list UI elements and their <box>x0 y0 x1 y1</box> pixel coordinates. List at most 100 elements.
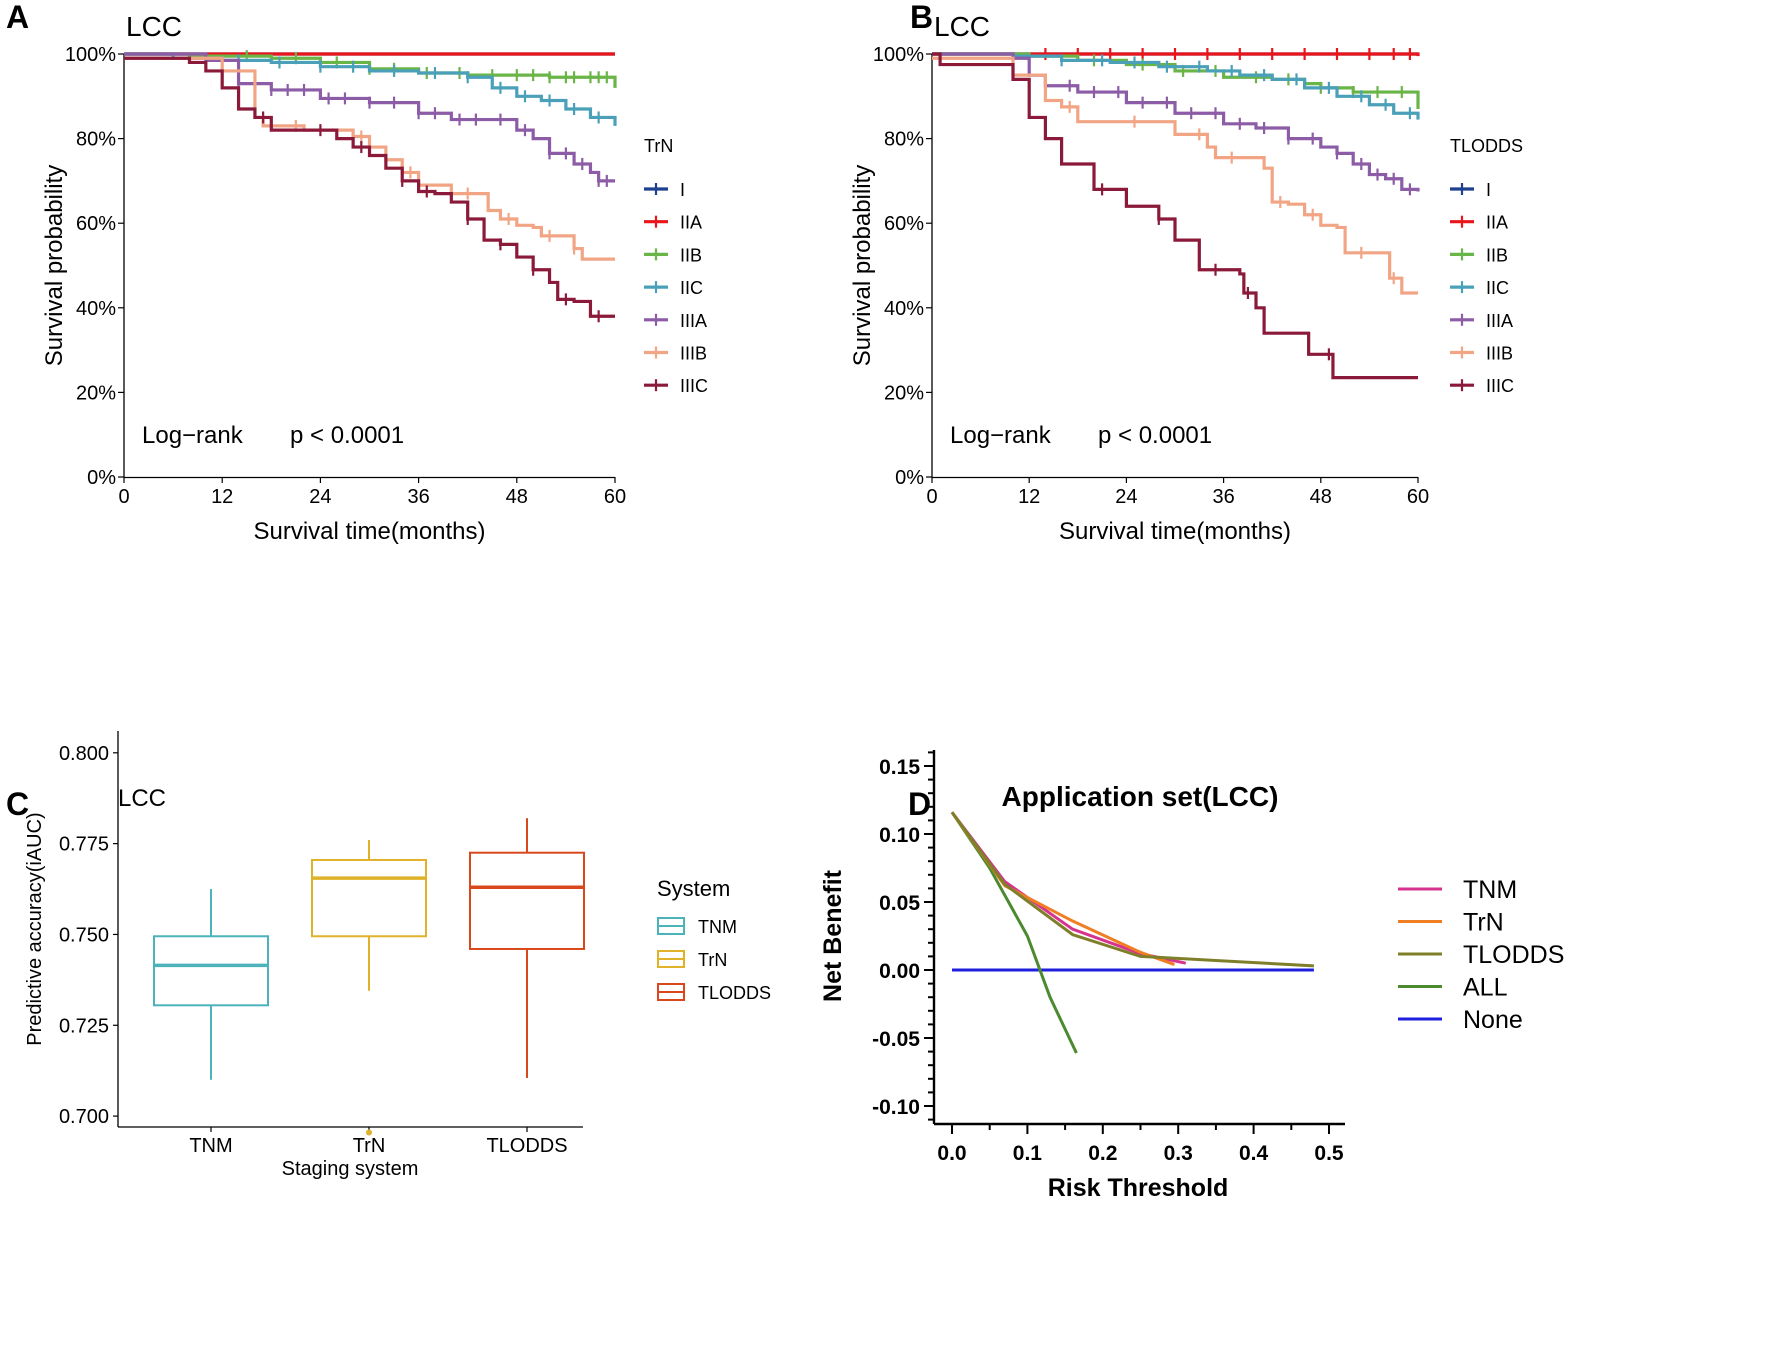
legend-label-ALL: ALL <box>1463 974 1508 1002</box>
legend-label-IIB: IIB <box>1486 245 1508 265</box>
panel-label-c: C <box>6 786 29 822</box>
legend-label-IIC: IIC <box>680 278 703 298</box>
legend-label-IIIC: IIIC <box>680 376 708 396</box>
x-tick-label: 0.2 <box>1088 1142 1117 1165</box>
y-tick-label: 40% <box>884 298 924 320</box>
y-tick-label: 40% <box>76 298 116 320</box>
p-value-label: p < 0.0001 <box>1098 422 1212 449</box>
panel-subtitle: LCC <box>118 785 166 812</box>
x-tick-label-TrN: TrN <box>353 1135 386 1157</box>
x-tick-label-TNM: TNM <box>189 1135 232 1157</box>
y-axis-title: Survival probability <box>849 165 876 366</box>
x-tick-label: 0 <box>926 486 937 508</box>
dca-panel-d: -0.10 -0.05 0.00 0.05 0.10 0.15 0.0 0.1 0.2 0.3 0.… <box>819 750 1564 1202</box>
outlier-TrN <box>366 1129 372 1136</box>
x-tick-label: 12 <box>211 486 233 508</box>
dca-curve-TrN <box>950 811 1175 966</box>
y-tick-label: 60% <box>76 213 116 235</box>
km-panel-b: 0 12 24 36 48 60 0% 20% 40% 60% 80% 100% Survival ti… <box>849 11 1523 545</box>
legend-label-TrN: TrN <box>698 950 727 970</box>
box-TrN <box>311 858 427 938</box>
y-tick-label: 0% <box>87 467 116 489</box>
boxplot-panel-c: 0.700 0.725 0.750 0.775 0.800 TNM TrN TLODDS Sta… <box>24 731 771 1180</box>
km-panel-a: 0 12 24 36 48 60 0% 20% 40% 60% 80% 100% Survival ti… <box>41 11 708 545</box>
x-tick-label: 36 <box>407 486 429 508</box>
legend-label-TLODDS: TLODDS <box>1463 941 1564 969</box>
logrank-label: Log−rank <box>950 422 1052 449</box>
y-tick-label: 0% <box>895 467 924 489</box>
x-tick-label: 24 <box>1115 486 1137 508</box>
y-tick-label: 20% <box>76 382 116 404</box>
x-tick-label: 36 <box>1212 486 1234 508</box>
legend-label-IIIC: IIIC <box>1486 376 1514 396</box>
x-tick-label: 48 <box>506 486 528 508</box>
y-tick-label: 100% <box>65 44 116 66</box>
dca-curve-TNM <box>950 811 1187 965</box>
legend-label-IIA: IIA <box>1486 213 1508 233</box>
legend-label-IIIA: IIIA <box>680 311 707 331</box>
legend-label-TLODDS: TLODDS <box>698 983 771 1003</box>
legend-label-IIIB: IIIB <box>680 344 707 364</box>
box-TNM <box>153 935 269 1007</box>
y-axis-title: Predictive accuracy(iAUC) <box>24 812 46 1045</box>
x-tick-label-TLODDS: TLODDS <box>486 1135 567 1157</box>
x-axis-title: Survival time(months) <box>253 518 485 545</box>
legend-label-TrN: TrN <box>1463 909 1504 937</box>
km-curve-IIIC <box>932 52 1418 380</box>
y-tick-label: 100% <box>873 44 924 66</box>
x-tick-label: 60 <box>604 486 626 508</box>
p-value-label: p < 0.0001 <box>290 422 404 449</box>
x-axis-title: Staging system <box>282 1158 419 1180</box>
legend-label-TNM: TNM <box>698 917 737 937</box>
box-TLODDS <box>469 851 585 950</box>
dca-curve-TLODDS <box>950 811 1315 968</box>
y-tick-label: 0.775 <box>59 834 109 856</box>
panel-subtitle: LCC <box>126 11 182 42</box>
y-tick-label: 20% <box>884 382 924 404</box>
legend-label-I: I <box>1486 180 1491 200</box>
y-tick-label: 0.10 <box>879 824 920 847</box>
panel-label-d: D <box>908 786 931 822</box>
x-tick-label: 60 <box>1407 486 1429 508</box>
y-tick-label: 0.05 <box>879 892 920 915</box>
legend-label-IIA: IIA <box>680 213 702 233</box>
y-tick-label: 0.700 <box>59 1106 109 1128</box>
x-axis-title: Survival time(months) <box>1059 518 1291 545</box>
legend-label-None: None <box>1463 1006 1523 1034</box>
y-tick-label: 80% <box>76 129 116 151</box>
x-tick-label: 0.5 <box>1314 1142 1344 1165</box>
y-tick-label: 0.00 <box>879 960 920 983</box>
x-tick-label: 0.4 <box>1239 1142 1269 1165</box>
x-tick-label: 24 <box>309 486 331 508</box>
y-tick-label: 0.15 <box>879 756 920 779</box>
panel-label-a: A <box>6 0 29 35</box>
y-tick-label: 0.800 <box>59 743 109 765</box>
legend-label-IIC: IIC <box>1486 278 1509 298</box>
legend-label-IIIB: IIIB <box>1486 344 1513 364</box>
legend-label-IIB: IIB <box>680 245 702 265</box>
legend-title: TrN <box>644 136 673 156</box>
y-tick-label: 80% <box>884 129 924 151</box>
y-axis-title: Survival probability <box>41 165 68 366</box>
chart-title: Application set(LCC) <box>1002 781 1279 812</box>
legend-label-I: I <box>680 180 685 200</box>
km-curve-IIIA <box>124 52 615 183</box>
logrank-label: Log−rank <box>142 422 244 449</box>
y-tick-label: -0.10 <box>872 1096 920 1119</box>
km-curve-IIB <box>932 52 1420 109</box>
legend-label-TNM: TNM <box>1463 876 1517 904</box>
x-tick-label: 0.1 <box>1013 1142 1043 1165</box>
panel-label-b: B <box>910 0 933 35</box>
y-tick-label: 60% <box>884 213 924 235</box>
x-axis-title: Risk Threshold <box>1048 1174 1229 1202</box>
x-tick-label: 12 <box>1018 486 1040 508</box>
y-tick-label: 0.750 <box>59 924 109 946</box>
km-curve-IIIC <box>124 56 615 318</box>
x-tick-label: 48 <box>1310 486 1332 508</box>
y-tick-label: -0.05 <box>872 1028 920 1051</box>
km-curve-IIA <box>932 52 1420 57</box>
legend-title: TLODDS <box>1450 136 1523 156</box>
y-tick-label: 0.725 <box>59 1015 109 1037</box>
legend-label-IIIA: IIIA <box>1486 311 1513 331</box>
